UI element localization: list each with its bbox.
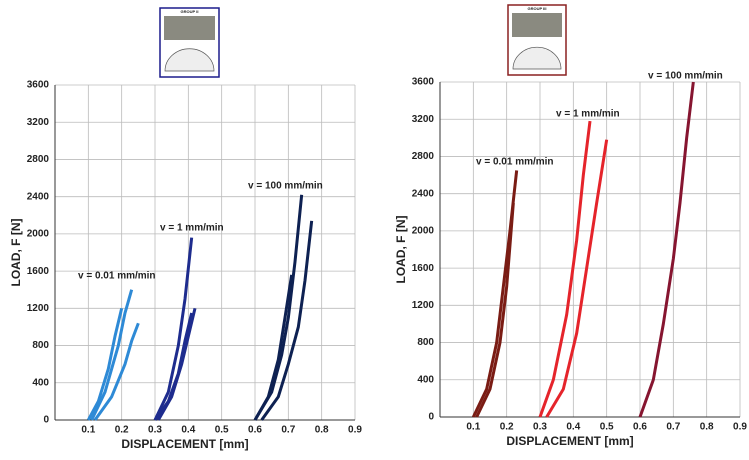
x-tick-label: 0.2 <box>115 425 129 436</box>
load-curve <box>87 307 124 421</box>
y-tick-label: 3600 <box>412 77 435 88</box>
y-tick-label: 0 <box>43 415 49 426</box>
inset-drawing <box>512 46 562 70</box>
x-tick-label: 0.1 <box>466 422 480 433</box>
y-axis-title: LOAD, F [N] <box>394 216 408 284</box>
y-tick-label: 1200 <box>27 303 50 314</box>
x-tick-label: 0.9 <box>348 425 362 436</box>
x-tick-label: 0.7 <box>666 422 680 433</box>
x-tick-label: 0.2 <box>500 422 514 433</box>
x-tick-label: 0.4 <box>181 425 195 436</box>
load-curve <box>90 289 134 421</box>
y-tick-label: 2800 <box>412 151 435 162</box>
y-tick-label: 3600 <box>27 80 50 91</box>
y-tick-label: 2400 <box>27 191 50 202</box>
y-tick-label: 800 <box>32 340 49 351</box>
y-tick-label: 400 <box>417 374 434 385</box>
x-axis-title: DISPLACEMENT [mm] <box>506 434 633 448</box>
load-curve <box>253 274 294 421</box>
x-tick-label: 0.3 <box>148 425 162 436</box>
x-axis-title: DISPLACEMENT [mm] <box>121 437 248 451</box>
y-tick-label: 2000 <box>412 226 435 237</box>
annotation: v = 0.01 mm/min <box>78 271 156 282</box>
y-tick-label: 2400 <box>412 188 435 199</box>
x-tick-label: 0.4 <box>566 422 580 433</box>
annotation: v = 1 mm/min <box>556 109 620 120</box>
y-tick-label: 1200 <box>412 300 435 311</box>
load-curve <box>545 139 609 418</box>
y-tick-label: 400 <box>32 377 49 388</box>
x-tick-label: 0.8 <box>315 425 329 436</box>
load-curve <box>153 237 194 421</box>
load-curve <box>253 194 304 421</box>
x-tick-label: 0.5 <box>215 425 229 436</box>
load-curve <box>260 220 314 421</box>
x-tick-label: 0.6 <box>633 422 647 433</box>
y-axis-title: LOAD, F [N] <box>9 219 23 287</box>
y-tick-label: 2000 <box>27 229 50 240</box>
x-tick-label: 0.5 <box>600 422 614 433</box>
y-tick-label: 1600 <box>412 263 435 274</box>
inset-drawing <box>164 48 215 72</box>
x-tick-label: 0.3 <box>533 422 547 433</box>
load-curve <box>638 81 695 418</box>
annotation: v = 0.01 mm/min <box>476 157 554 168</box>
annotation: v = 1 mm/min <box>160 223 224 234</box>
y-tick-label: 3200 <box>412 114 435 125</box>
x-tick-label: 0.6 <box>248 425 262 436</box>
x-tick-label: 0.9 <box>733 422 747 433</box>
annotation: v = 100 mm/min <box>648 71 723 82</box>
load-curve <box>93 322 140 421</box>
load-curve <box>475 202 515 418</box>
y-tick-label: 3200 <box>27 117 50 128</box>
x-tick-label: 0.8 <box>700 422 714 433</box>
inset-label: GROUP II <box>181 9 199 14</box>
y-tick-label: 0 <box>428 412 434 423</box>
annotation: v = 100 mm/min <box>248 181 323 192</box>
x-tick-label: 0.1 <box>81 425 95 436</box>
x-tick-label: 0.7 <box>281 425 295 436</box>
inset-photo <box>164 16 215 40</box>
load-curve <box>153 312 194 421</box>
y-tick-label: 800 <box>417 337 434 348</box>
inset-label: GROUP III <box>527 6 546 11</box>
load-curve <box>538 120 592 418</box>
y-tick-label: 2800 <box>27 154 50 165</box>
inset-photo <box>512 13 562 37</box>
y-tick-label: 1600 <box>27 266 50 277</box>
